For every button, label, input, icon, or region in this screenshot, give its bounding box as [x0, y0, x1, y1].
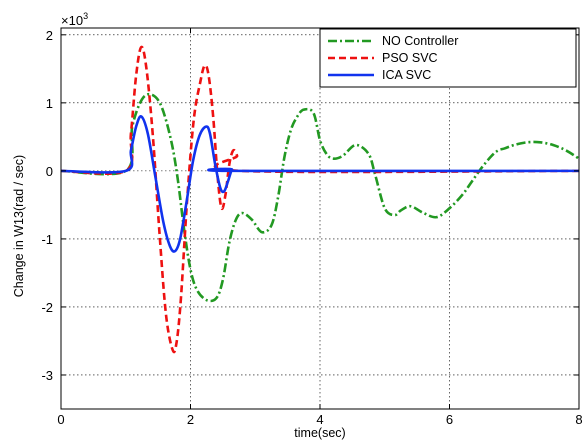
legend-label-pso-svc: PSO SVC — [382, 51, 438, 65]
y-tick-label: 0 — [46, 164, 53, 179]
series-line-no-controller — [60, 92, 580, 303]
y-tick-label: 2 — [46, 28, 53, 43]
series-line-ica-svc — [60, 115, 580, 253]
legend-label-no-controller: NO Controller — [382, 34, 458, 48]
y-multiplier-label: ×103 — [61, 11, 88, 28]
x-tick-label: 2 — [187, 412, 194, 427]
legend-item-no-controller: NO Controller — [328, 34, 458, 48]
y-tick-label: -3 — [41, 368, 53, 383]
y-tick-label: -2 — [41, 300, 53, 315]
x-axis-title: time(sec) — [294, 426, 345, 440]
x-tick-label: 4 — [316, 412, 323, 427]
x-tick-label: 8 — [575, 412, 582, 427]
legend-item-ica-svc: ICA SVC — [328, 68, 431, 82]
plot-area — [60, 27, 580, 410]
legend-item-pso-svc: PSO SVC — [328, 51, 438, 65]
series-line-pso-svc — [60, 45, 580, 354]
y-tick-labels: 2 1 0 -1 -2 -3 — [41, 28, 53, 383]
x-tick-label: 0 — [57, 412, 64, 427]
x-tick-label: 6 — [446, 412, 453, 427]
x-tick-labels: 0 2 4 6 8 — [57, 412, 582, 427]
y-tick-label: 1 — [46, 96, 53, 111]
y-axis-title: Change in W13(rad / sec) — [12, 155, 26, 297]
series-layer — [60, 45, 580, 354]
legend-label-ica-svc: ICA SVC — [382, 68, 431, 82]
y-tick-label: -1 — [41, 232, 53, 247]
legend: NO Controller PSO SVC ICA SVC — [319, 28, 577, 88]
grid — [61, 28, 579, 409]
